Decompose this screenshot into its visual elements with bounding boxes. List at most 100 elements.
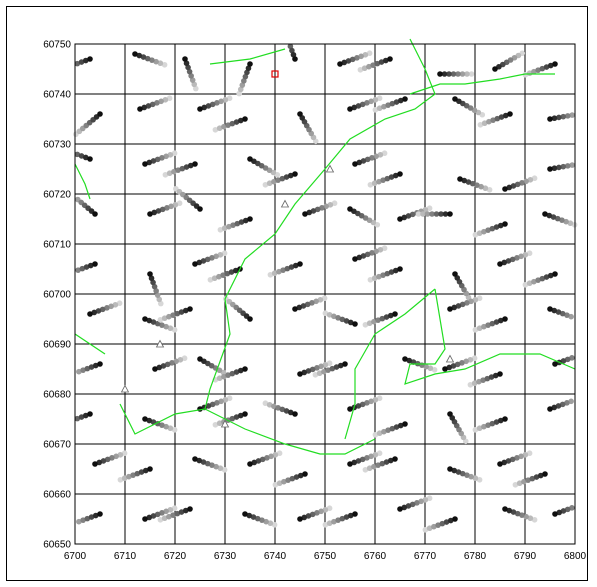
- track-point: [95, 308, 102, 314]
- track-point: [435, 522, 441, 528]
- track-point: [326, 360, 333, 367]
- boundary-line: [119, 38, 436, 435]
- track-point: [509, 456, 516, 463]
- track-point: [551, 307, 558, 314]
- track-point: [226, 223, 232, 230]
- track-point: [97, 361, 103, 367]
- track-point: [337, 362, 344, 369]
- track-point: [564, 312, 570, 318]
- track-point: [245, 65, 252, 72]
- track-point: [486, 186, 493, 193]
- track-point: [358, 53, 364, 60]
- track-point: [392, 456, 398, 462]
- track-point: [559, 401, 566, 408]
- track-point: [229, 120, 236, 127]
- track-point: [476, 476, 483, 483]
- track-point: [212, 126, 219, 133]
- track-point: [485, 227, 491, 233]
- track-point: [476, 378, 482, 385]
- track-point: [531, 175, 538, 182]
- track-point: [569, 112, 575, 118]
- track-point: [289, 47, 295, 54]
- track-point: [485, 422, 491, 428]
- track-point: [300, 303, 307, 309]
- track-point: [292, 411, 298, 417]
- track-point: [529, 475, 536, 482]
- track-point: [497, 461, 503, 467]
- track-point: [200, 258, 207, 264]
- track-point: [454, 361, 461, 368]
- track-point: [326, 311, 333, 318]
- track-point: [74, 60, 81, 67]
- track-point: [362, 51, 369, 58]
- track-point: [519, 180, 525, 186]
- track-point: [426, 495, 433, 502]
- track-point: [169, 360, 175, 366]
- track-point: [136, 52, 143, 59]
- track-point: [150, 279, 156, 286]
- track-point: [389, 425, 396, 432]
- track-point: [387, 457, 394, 464]
- track-point: [97, 111, 103, 117]
- track-point: [280, 267, 286, 273]
- track-point: [497, 261, 503, 267]
- boundary-line: [409, 73, 555, 95]
- track-point: [152, 366, 158, 372]
- track-point: [376, 395, 383, 402]
- track-point: [174, 310, 181, 317]
- track-point: [158, 98, 164, 105]
- track-point: [104, 456, 111, 463]
- track-point: [259, 456, 266, 463]
- track-point: [196, 259, 203, 266]
- track-point: [459, 470, 466, 477]
- track-point: [480, 377, 486, 383]
- track-point: [150, 319, 157, 325]
- track-point: [171, 505, 178, 512]
- track-point: [301, 514, 308, 521]
- track-point: [368, 453, 374, 460]
- track-point: [222, 396, 229, 403]
- track-point: [366, 63, 372, 70]
- track-point: [212, 421, 219, 428]
- track-point: [218, 398, 224, 405]
- track-point: [502, 316, 508, 322]
- track-point: [535, 277, 541, 283]
- track-point: [154, 511, 161, 518]
- track-point: [506, 184, 513, 191]
- track-point: [554, 215, 561, 222]
- track-point: [229, 415, 236, 422]
- track-point: [447, 306, 453, 312]
- track-point: [498, 114, 505, 120]
- track-point: [161, 515, 168, 522]
- track-point: [221, 466, 228, 473]
- track-point: [108, 303, 114, 310]
- track-point: [149, 57, 155, 63]
- track-point: [376, 430, 383, 437]
- y-tick-label: 60650: [43, 540, 71, 551]
- track-point: [342, 361, 348, 367]
- track-point: [531, 516, 538, 523]
- track-point: [455, 71, 461, 77]
- track-point: [397, 216, 403, 222]
- track-point: [560, 358, 567, 364]
- track-point: [559, 310, 566, 317]
- track-point: [366, 465, 373, 472]
- track-point: [225, 122, 231, 128]
- track-point: [502, 186, 508, 192]
- track-point: [88, 514, 95, 520]
- track-point: [292, 171, 298, 177]
- track-point: [174, 510, 181, 517]
- track-point: [563, 218, 569, 225]
- track-point: [88, 364, 95, 370]
- track-point: [285, 477, 291, 483]
- track-point: [192, 161, 198, 167]
- track-point: [80, 367, 86, 373]
- track-point: [166, 95, 173, 102]
- track-point: [339, 515, 346, 522]
- track-point: [217, 465, 224, 472]
- track-point: [484, 375, 491, 382]
- track-point: [512, 481, 519, 488]
- track-point: [237, 412, 244, 419]
- track-point: [482, 185, 489, 192]
